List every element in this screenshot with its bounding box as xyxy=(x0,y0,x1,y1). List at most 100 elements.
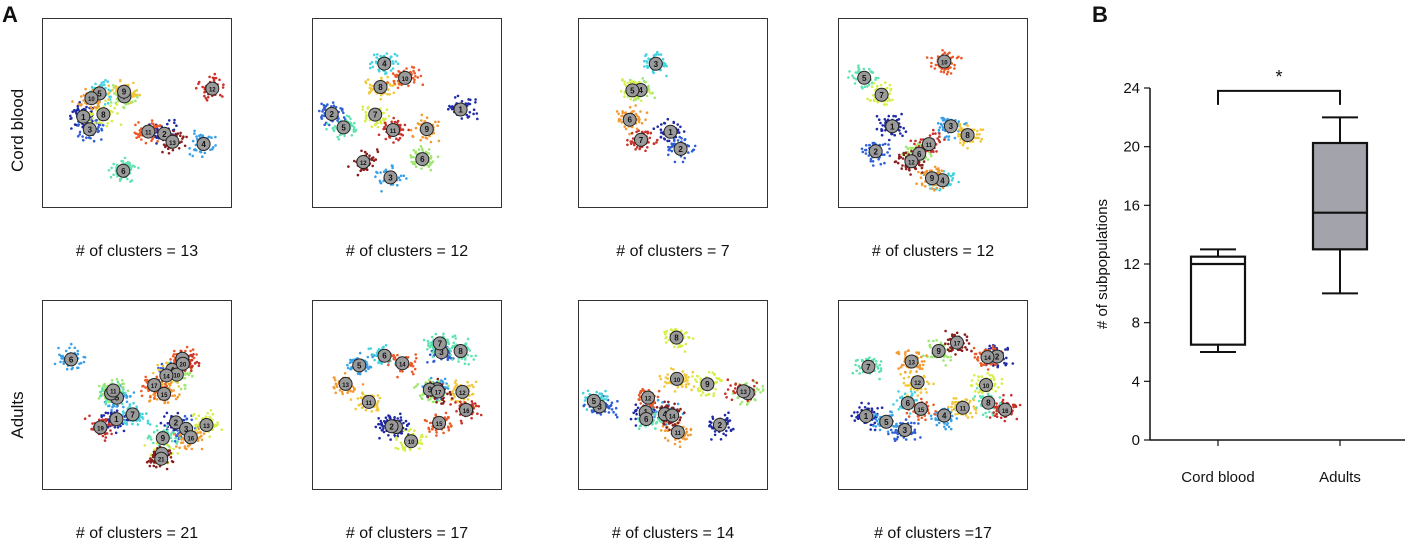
scatter-point xyxy=(91,120,94,123)
scatter-point xyxy=(111,110,114,114)
scatter-point xyxy=(848,70,851,73)
scatter-point xyxy=(412,372,415,376)
scatter-point xyxy=(173,118,176,122)
scatter-point xyxy=(847,76,850,79)
scatter-point xyxy=(375,148,379,151)
cluster-number: 9 xyxy=(930,174,935,183)
cluster-marker xyxy=(432,415,447,430)
scatter-point xyxy=(443,377,447,381)
scatter-point xyxy=(451,358,454,361)
scatter-point xyxy=(105,124,109,128)
scatter-point xyxy=(437,380,441,383)
scatter-point xyxy=(69,342,73,346)
scatter-point xyxy=(118,179,122,182)
scatter-point xyxy=(183,376,187,380)
scatter-point xyxy=(879,83,883,87)
scatter-point xyxy=(199,431,203,434)
scatter-point xyxy=(171,148,175,152)
scatter-point xyxy=(881,124,884,127)
scatter-point xyxy=(416,76,420,79)
scatter-point xyxy=(104,385,107,389)
scatter-point xyxy=(416,383,419,386)
scatter-point xyxy=(123,419,126,423)
scatter-plot-2: 1 2 3 4 5 6 7 8 9 10 11 12 xyxy=(312,18,502,208)
cluster-number: 1 xyxy=(458,106,463,115)
scatter-point xyxy=(201,155,204,158)
scatter-point xyxy=(155,398,159,401)
cluster-number: 9 xyxy=(161,434,166,443)
scatter-point xyxy=(132,90,136,94)
scatter-point xyxy=(960,127,964,130)
scatter-point xyxy=(338,133,342,137)
scatter-point xyxy=(466,380,469,384)
scatter-point xyxy=(191,364,194,368)
scatter-point xyxy=(649,92,652,95)
scatter-point xyxy=(376,400,380,403)
scatter-point xyxy=(98,123,102,127)
scatter-point xyxy=(346,366,350,370)
scatter-point xyxy=(351,124,354,128)
scatter-point xyxy=(453,334,457,337)
scatter-point xyxy=(398,136,402,140)
scatter-point xyxy=(442,431,445,435)
scatter-point xyxy=(206,96,210,99)
scatter-point xyxy=(173,121,176,125)
cluster-number: 3 xyxy=(88,125,93,134)
scatter-point xyxy=(211,412,215,416)
scatter-point xyxy=(161,364,165,368)
scatter-point xyxy=(376,125,380,129)
scatter-point xyxy=(634,403,638,406)
cluster-number: 14 xyxy=(399,362,406,368)
scatter-point xyxy=(882,103,886,106)
scatter-point xyxy=(711,417,715,420)
scatter-point xyxy=(204,415,208,418)
scatter-point xyxy=(366,78,370,81)
scatter-point xyxy=(725,418,729,421)
scatter-point xyxy=(425,116,429,119)
scatter-point xyxy=(122,429,126,433)
scatter-point xyxy=(195,86,198,90)
scatter-point xyxy=(386,92,389,96)
scatter-point xyxy=(957,120,960,123)
scatter-point xyxy=(104,402,108,406)
scatter-point xyxy=(122,386,125,389)
scatter-point xyxy=(427,378,431,381)
scatter-point xyxy=(122,388,125,391)
scatter-point xyxy=(470,354,473,358)
scatter-point xyxy=(117,382,121,386)
cluster-marker xyxy=(415,152,430,167)
scatter-point xyxy=(152,122,155,126)
scatter-point xyxy=(446,387,450,390)
scatter-point xyxy=(126,389,130,392)
cluster-marker xyxy=(155,431,170,446)
scatter-point xyxy=(181,441,185,444)
scatter-point xyxy=(947,173,950,177)
scatter-point xyxy=(177,147,181,150)
scatter-point xyxy=(719,438,723,441)
scatter-point xyxy=(104,86,107,90)
scatter-point xyxy=(349,389,352,393)
scatter-point xyxy=(421,83,425,86)
scatter-point xyxy=(115,409,119,412)
scatter-point xyxy=(373,358,376,362)
cluster-number: 4 xyxy=(638,86,643,95)
scatter-point xyxy=(909,139,913,143)
scatter-point xyxy=(409,448,412,451)
scatter-point xyxy=(107,404,110,408)
scatter-point xyxy=(457,360,460,363)
scatter-point xyxy=(64,349,68,353)
scatter-point xyxy=(648,90,651,93)
scatter-point xyxy=(342,116,346,119)
scatter-point xyxy=(189,349,192,353)
scatter-point xyxy=(76,135,80,138)
scatter-point xyxy=(951,55,955,59)
scatter-point xyxy=(419,138,422,142)
scatter-point xyxy=(422,338,426,342)
scatter-point xyxy=(687,151,690,154)
scatter-point xyxy=(885,103,888,106)
scatter-point xyxy=(382,420,386,423)
scatter-point xyxy=(211,147,214,151)
scatter-point xyxy=(974,136,977,140)
panel-b-label: B xyxy=(1092,2,1108,27)
